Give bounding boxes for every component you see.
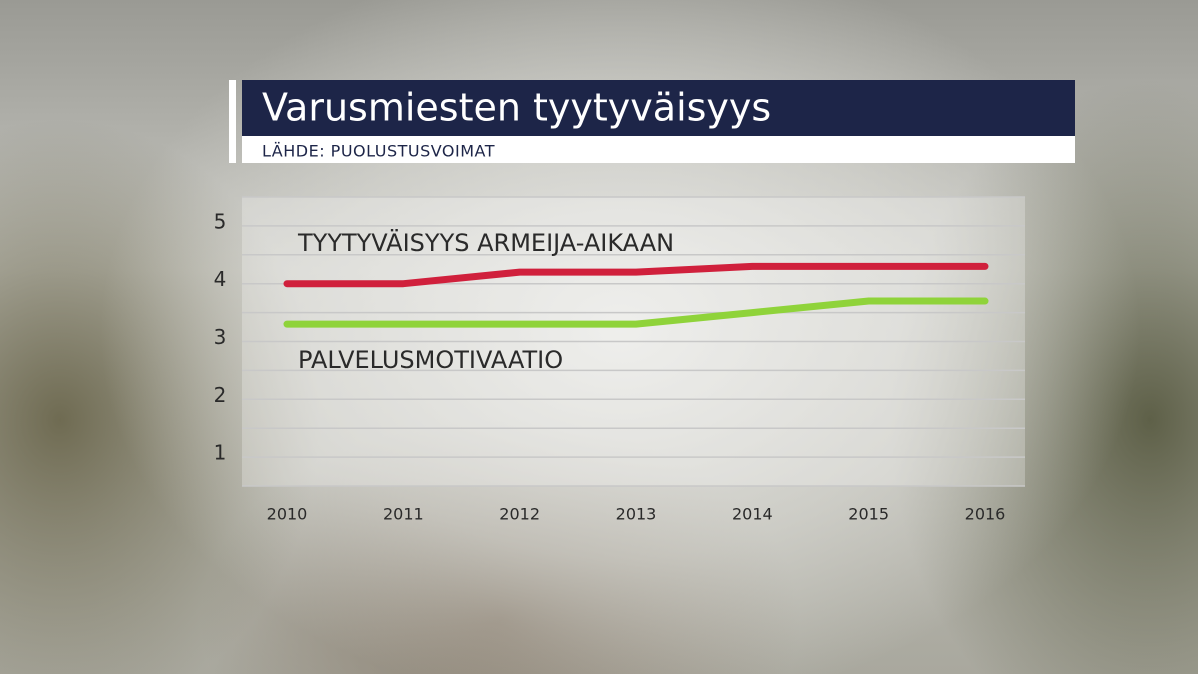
subtitle-banner bbox=[242, 136, 1075, 163]
chart-title: Varusmiesten tyytyväisyys bbox=[262, 86, 771, 130]
data-line bbox=[283, 297, 989, 328]
y-tick-label: 5 bbox=[214, 209, 227, 233]
x-tick-label: 2015 bbox=[848, 505, 889, 524]
x-tick-label: 2011 bbox=[383, 505, 424, 524]
series-label: TYYTYVÄISYYS ARMEIJA-AIKAAN bbox=[297, 228, 674, 257]
data-line bbox=[283, 262, 989, 288]
x-tick-label: 2012 bbox=[499, 505, 540, 524]
y-tick-label: 3 bbox=[214, 325, 227, 349]
x-tick-label: 2013 bbox=[616, 505, 657, 524]
title-banner bbox=[242, 80, 1075, 136]
x-tick-label: 2014 bbox=[732, 505, 773, 524]
y-tick-label: 2 bbox=[214, 383, 227, 407]
y-tick-label: 1 bbox=[214, 441, 227, 465]
x-tick-label: 2016 bbox=[965, 505, 1006, 524]
x-tick-label: 2010 bbox=[267, 505, 308, 524]
title-accent bbox=[229, 80, 236, 163]
series-label: PALVELUSMOTIVAATIO bbox=[298, 346, 563, 374]
y-tick-label: 4 bbox=[214, 267, 227, 291]
chart-subtitle: LÄHDE: PUOLUSTUSVOIMAT bbox=[262, 142, 495, 161]
